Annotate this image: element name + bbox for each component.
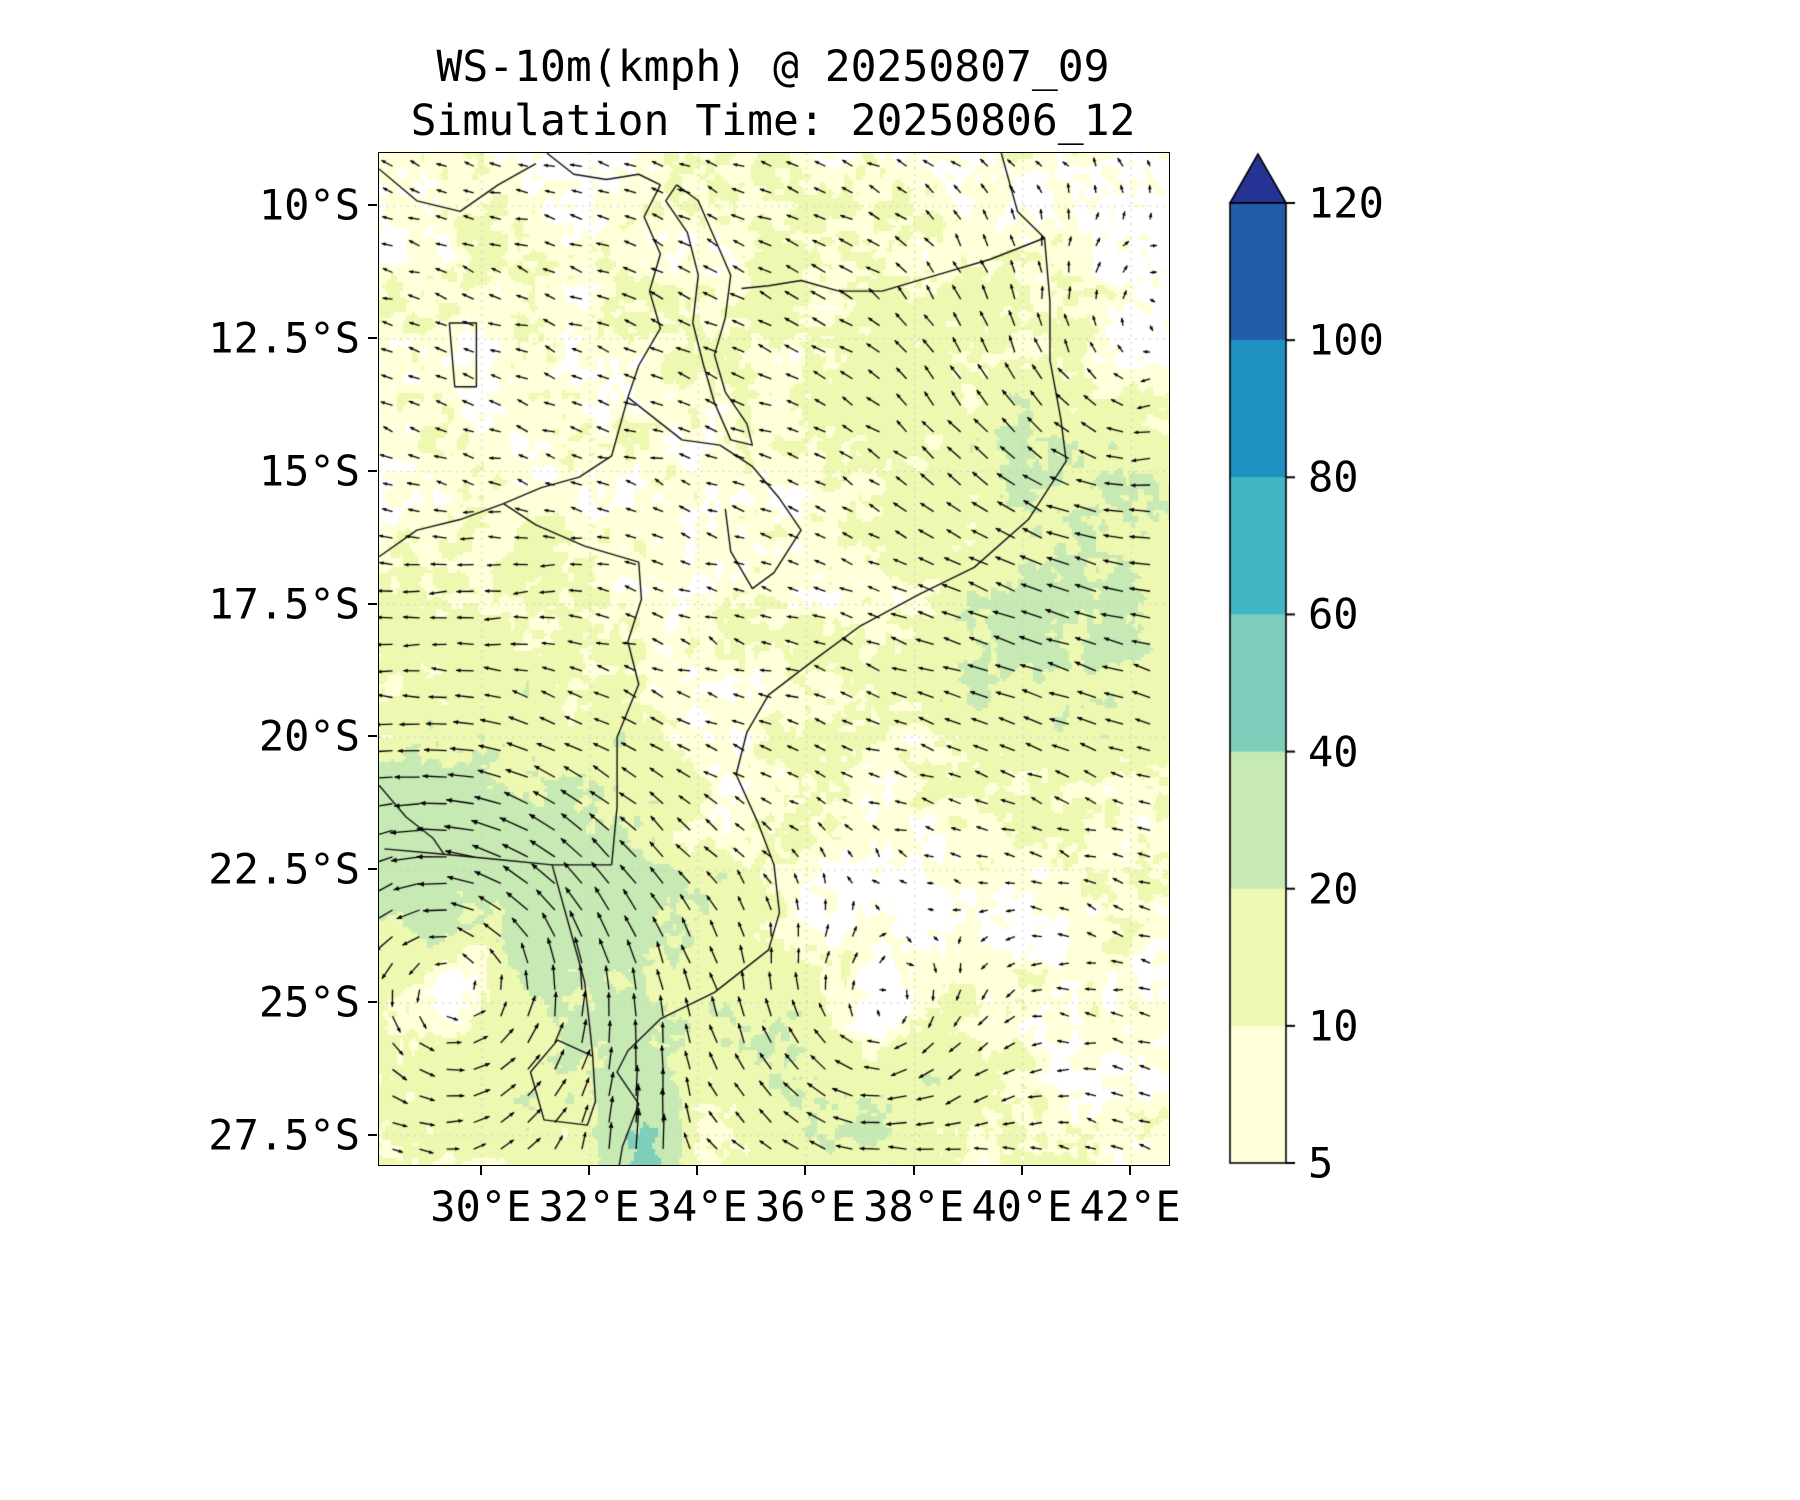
map-canvas bbox=[378, 152, 1170, 1166]
chart-subtitle: Simulation Time: 20250806_12 bbox=[410, 96, 1136, 146]
y-tick-label: 20°S bbox=[258, 711, 360, 761]
y-tick-label: 17.5°S bbox=[208, 579, 360, 629]
y-tick-mark bbox=[368, 336, 377, 339]
colorbar-tick-label: 100 bbox=[1308, 315, 1384, 365]
x-tick-label: 36°E bbox=[754, 1182, 857, 1231]
y-tick-label: 15°S bbox=[258, 446, 360, 496]
y-tick-label: 25°S bbox=[258, 977, 360, 1027]
y-tick-label: 27.5°S bbox=[208, 1110, 360, 1160]
y-tick-mark bbox=[368, 1000, 377, 1003]
colorbar-tick-label: 40 bbox=[1308, 727, 1359, 777]
y-tick-label: 10°S bbox=[258, 180, 360, 230]
colorbar-tick-label: 5 bbox=[1308, 1138, 1334, 1188]
colorbar-canvas bbox=[1228, 152, 1308, 1172]
y-tick-mark bbox=[368, 469, 377, 472]
y-tick-mark bbox=[368, 602, 377, 605]
x-tick-mark bbox=[804, 1166, 807, 1175]
x-tick-label: 42°E bbox=[1079, 1182, 1181, 1231]
x-tick-mark bbox=[1020, 1166, 1023, 1175]
x-tick-mark bbox=[912, 1166, 915, 1175]
colorbar-tick-label: 20 bbox=[1308, 864, 1359, 914]
chart-title: WS-10m(kmph) @ 20250807_09 bbox=[436, 42, 1110, 92]
colorbar-tick-label: 60 bbox=[1308, 589, 1359, 639]
y-tick-label: 12.5°S bbox=[208, 313, 360, 363]
x-tick-label: 32°E bbox=[538, 1182, 640, 1231]
x-tick-mark bbox=[588, 1166, 591, 1175]
x-tick-mark bbox=[479, 1166, 482, 1175]
colorbar-tick-label: 120 bbox=[1308, 178, 1384, 228]
y-tick-mark bbox=[368, 735, 377, 738]
colorbar-tick-label: 10 bbox=[1308, 1001, 1359, 1051]
x-tick-mark bbox=[696, 1166, 699, 1175]
x-tick-mark bbox=[1129, 1166, 1132, 1175]
x-tick-label: 34°E bbox=[646, 1182, 748, 1231]
x-tick-label: 40°E bbox=[971, 1182, 1073, 1231]
y-tick-mark bbox=[368, 868, 377, 871]
y-tick-label: 22.5°S bbox=[208, 844, 360, 894]
x-tick-label: 30°E bbox=[430, 1182, 532, 1231]
y-tick-mark bbox=[368, 204, 377, 207]
y-tick-mark bbox=[368, 1133, 377, 1136]
x-tick-label: 38°E bbox=[863, 1182, 965, 1231]
colorbar-tick-label: 80 bbox=[1308, 452, 1359, 502]
